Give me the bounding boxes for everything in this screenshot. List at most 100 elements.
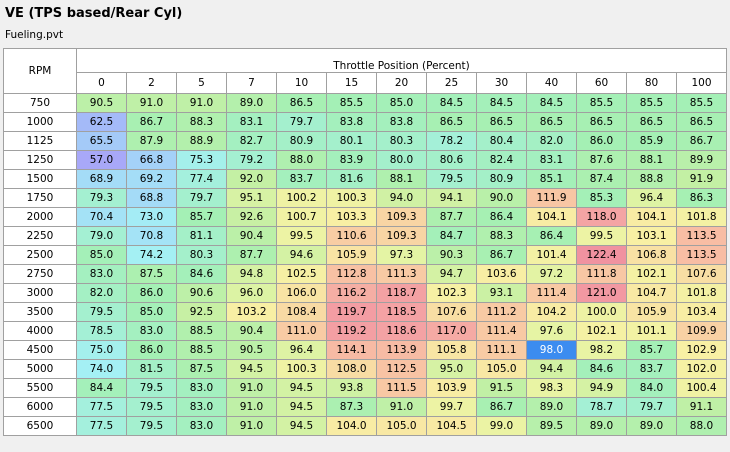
ve-cell[interactable]: 79.5 (76, 302, 127, 322)
ve-cell[interactable]: 86.4 (476, 207, 527, 227)
ve-cell[interactable]: 104.2 (526, 302, 577, 322)
ve-cell[interactable]: 92.6 (226, 207, 277, 227)
ve-cell[interactable]: 86.5 (476, 112, 527, 132)
ve-cell[interactable]: 85.5 (626, 93, 677, 113)
ve-cell[interactable]: 100.4 (676, 378, 727, 398)
ve-cell[interactable]: 83.9 (326, 150, 377, 170)
ve-cell[interactable]: 98.2 (576, 340, 627, 360)
ve-cell[interactable]: 112.5 (376, 359, 427, 379)
ve-cell[interactable]: 86.7 (476, 397, 527, 417)
column-header-tps-10[interactable]: 10 (276, 71, 327, 95)
ve-cell[interactable]: 100.3 (276, 359, 327, 379)
ve-cell[interactable]: 82.0 (526, 131, 577, 151)
row-header-rpm-2000[interactable]: 2000 (3, 207, 77, 227)
ve-cell[interactable]: 85.0 (126, 302, 177, 322)
ve-cell[interactable]: 108.4 (276, 302, 327, 322)
ve-cell[interactable]: 86.5 (426, 112, 477, 132)
ve-cell[interactable]: 62.5 (76, 112, 127, 132)
row-header-rpm-3500[interactable]: 3500 (3, 302, 77, 322)
ve-cell[interactable]: 104.1 (626, 207, 677, 227)
ve-cell[interactable]: 90.5 (76, 93, 127, 113)
ve-cell[interactable]: 91.0 (176, 93, 227, 113)
ve-cell[interactable]: 114.1 (326, 340, 377, 360)
ve-cell[interactable]: 78.7 (576, 397, 627, 417)
ve-cell[interactable]: 108.0 (326, 359, 377, 379)
ve-cell[interactable]: 86.5 (576, 112, 627, 132)
ve-cell[interactable]: 91.9 (676, 169, 727, 189)
row-header-rpm-1125[interactable]: 1125 (3, 131, 77, 151)
ve-cell[interactable]: 84.5 (426, 93, 477, 113)
ve-cell[interactable]: 92.0 (226, 169, 277, 189)
ve-cell[interactable]: 90.5 (226, 340, 277, 360)
ve-cell[interactable]: 118.0 (576, 207, 627, 227)
ve-cell[interactable]: 82.0 (76, 283, 127, 303)
row-header-rpm-1500[interactable]: 1500 (3, 169, 77, 189)
ve-cell[interactable]: 102.1 (576, 321, 627, 341)
ve-cell[interactable]: 103.6 (476, 264, 527, 284)
ve-cell[interactable]: 89.0 (626, 416, 677, 436)
ve-cell[interactable]: 118.5 (376, 302, 427, 322)
ve-cell[interactable]: 102.5 (276, 264, 327, 284)
ve-cell[interactable]: 70.4 (76, 207, 127, 227)
ve-cell[interactable]: 112.8 (326, 264, 377, 284)
ve-cell[interactable]: 77.4 (176, 169, 227, 189)
ve-cell[interactable]: 89.0 (526, 397, 577, 417)
row-header-rpm-5500[interactable]: 5500 (3, 378, 77, 398)
ve-cell[interactable]: 94.5 (276, 397, 327, 417)
ve-cell[interactable]: 68.9 (76, 169, 127, 189)
ve-cell[interactable]: 77.5 (76, 397, 127, 417)
column-header-tps-40[interactable]: 40 (526, 71, 577, 95)
ve-cell[interactable]: 94.0 (376, 188, 427, 208)
ve-cell[interactable]: 90.4 (226, 226, 277, 246)
ve-cell[interactable]: 105.0 (376, 416, 427, 436)
ve-cell[interactable]: 83.8 (376, 112, 427, 132)
ve-cell[interactable]: 87.5 (176, 359, 227, 379)
ve-cell[interactable]: 88.3 (176, 112, 227, 132)
row-header-rpm-5000[interactable]: 5000 (3, 359, 77, 379)
row-header-rpm-1750[interactable]: 1750 (3, 188, 77, 208)
ve-cell[interactable]: 83.1 (526, 150, 577, 170)
ve-cell[interactable]: 88.5 (176, 321, 227, 341)
ve-cell[interactable]: 81.6 (326, 169, 377, 189)
ve-cell[interactable]: 94.1 (426, 188, 477, 208)
ve-cell[interactable]: 118.7 (376, 283, 427, 303)
ve-cell[interactable]: 90.6 (176, 283, 227, 303)
ve-cell[interactable]: 74.0 (76, 359, 127, 379)
row-header-rpm-3000[interactable]: 3000 (3, 283, 77, 303)
ve-cell[interactable]: 84.5 (476, 93, 527, 113)
ve-cell[interactable]: 86.7 (676, 131, 727, 151)
ve-cell[interactable]: 113.5 (676, 245, 727, 265)
ve-cell[interactable]: 100.7 (276, 207, 327, 227)
ve-cell[interactable]: 98.3 (526, 378, 577, 398)
ve-cell[interactable]: 99.5 (276, 226, 327, 246)
ve-cell[interactable]: 96.4 (276, 340, 327, 360)
ve-cell[interactable]: 84.4 (76, 378, 127, 398)
ve-cell[interactable]: 84.6 (576, 359, 627, 379)
ve-cell[interactable]: 101.8 (676, 283, 727, 303)
ve-cell[interactable]: 119.2 (326, 321, 377, 341)
ve-cell[interactable]: 81.1 (176, 226, 227, 246)
ve-cell[interactable]: 85.0 (76, 245, 127, 265)
ve-cell[interactable]: 80.9 (476, 169, 527, 189)
column-header-tps-5[interactable]: 5 (176, 71, 227, 95)
ve-cell[interactable]: 111.5 (376, 378, 427, 398)
ve-cell[interactable]: 83.8 (326, 112, 377, 132)
ve-cell[interactable]: 87.6 (576, 150, 627, 170)
ve-cell[interactable]: 103.3 (326, 207, 377, 227)
ve-cell[interactable]: 80.0 (376, 150, 427, 170)
ve-cell[interactable]: 80.9 (276, 131, 327, 151)
ve-cell[interactable]: 84.7 (426, 226, 477, 246)
ve-cell[interactable]: 110.6 (326, 226, 377, 246)
ve-cell[interactable]: 95.1 (226, 188, 277, 208)
ve-cell[interactable]: 79.7 (626, 397, 677, 417)
ve-cell[interactable]: 94.5 (226, 359, 277, 379)
ve-cell[interactable]: 83.0 (126, 321, 177, 341)
ve-cell[interactable]: 91.1 (676, 397, 727, 417)
ve-cell[interactable]: 113.5 (676, 226, 727, 246)
ve-cell[interactable]: 81.5 (126, 359, 177, 379)
ve-cell[interactable]: 107.6 (676, 264, 727, 284)
ve-cell[interactable]: 79.5 (126, 397, 177, 417)
ve-cell[interactable]: 66.8 (126, 150, 177, 170)
ve-cell[interactable]: 111.4 (526, 283, 577, 303)
ve-cell[interactable]: 111.1 (476, 340, 527, 360)
